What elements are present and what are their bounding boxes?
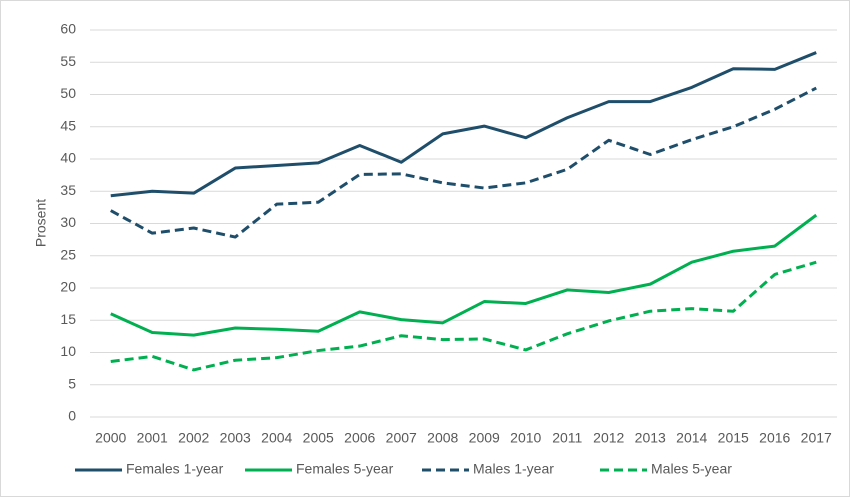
x-tick-label: 2004	[261, 430, 292, 446]
x-tick-label: 2006	[344, 430, 375, 446]
y-tick-label: 15	[60, 311, 76, 327]
y-tick-label: 50	[60, 85, 76, 101]
x-tick-label: 2008	[427, 430, 458, 446]
x-tick-label: 2005	[303, 430, 334, 446]
x-tick-label: 2001	[137, 430, 168, 446]
y-tick-label: 55	[60, 53, 76, 69]
x-tick-label: 2003	[220, 430, 251, 446]
x-tick-label: 2009	[469, 430, 500, 446]
legend-label: Females 5-year	[296, 461, 394, 477]
legend-label: Females 1-year	[126, 461, 224, 477]
x-tick-label: 2017	[801, 430, 832, 446]
legend-label: Males 1-year	[473, 461, 554, 477]
x-tick-label: 2013	[635, 430, 666, 446]
x-tick-label: 2012	[593, 430, 624, 446]
y-tick-label: 10	[60, 343, 76, 359]
y-tick-label: 40	[60, 150, 76, 166]
x-tick-label: 2014	[676, 430, 707, 446]
x-tick-label: 2011	[552, 430, 582, 446]
y-tick-label: 60	[60, 21, 76, 37]
x-tick-label: 2007	[386, 430, 417, 446]
y-tick-label: 5	[68, 375, 76, 391]
y-tick-label: 20	[60, 279, 76, 295]
series-line	[110, 213, 818, 337]
x-tick-label: 2002	[178, 430, 209, 446]
series-line	[110, 260, 817, 372]
legend-label: Males 5-year	[651, 461, 732, 477]
y-tick-label: 30	[60, 214, 76, 230]
y-tick-label: 35	[60, 182, 76, 198]
y-axis-label: Prosent	[33, 199, 49, 247]
x-tick-label: 2015	[718, 430, 749, 446]
y-tick-label: 25	[60, 246, 76, 262]
series-line	[110, 51, 817, 198]
x-tick-label: 2000	[95, 430, 126, 446]
x-tick-label: 2010	[510, 430, 541, 446]
y-tick-label: 0	[68, 408, 76, 424]
x-tick-label: 2016	[759, 430, 790, 446]
y-tick-label: 45	[60, 117, 76, 133]
series-line	[110, 86, 817, 239]
